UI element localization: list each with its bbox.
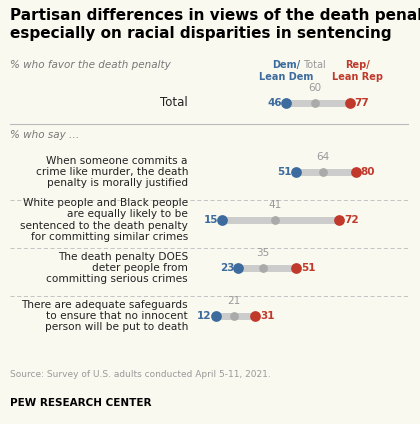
Text: PEW RESEARCH CENTER: PEW RESEARCH CENTER (10, 398, 152, 408)
Text: 15: 15 (203, 215, 218, 225)
Point (260, 265, 267, 271)
Text: especially on racial disparities in sentencing: especially on racial disparities in sent… (10, 26, 391, 41)
Text: Source: Survey of U.S. adults conducted April 5-11, 2021.: Source: Survey of U.S. adults conducted … (10, 370, 271, 379)
Point (272, 217, 279, 223)
Text: committing serious crimes: committing serious crimes (46, 274, 188, 285)
Text: Rep/
Lean Rep: Rep/ Lean Rep (332, 60, 383, 82)
Text: 41: 41 (269, 200, 282, 210)
Text: 23: 23 (220, 263, 234, 273)
Text: % who say …: % who say … (10, 130, 79, 140)
Point (320, 169, 326, 176)
Text: 31: 31 (260, 311, 274, 321)
Text: There are adequate safeguards: There are adequate safeguards (21, 299, 188, 310)
Text: 21: 21 (228, 296, 241, 306)
Text: 51: 51 (278, 167, 292, 177)
Text: 60: 60 (308, 83, 321, 93)
Text: sentenced to the death penalty: sentenced to the death penalty (20, 221, 188, 231)
Text: for committing similar crimes: for committing similar crimes (31, 232, 188, 242)
Point (235, 265, 242, 271)
Text: 46: 46 (267, 98, 282, 108)
Text: When someone commits a: When someone commits a (47, 156, 188, 165)
Text: White people and Black people: White people and Black people (23, 198, 188, 208)
Text: 72: 72 (344, 215, 359, 225)
Point (352, 169, 359, 176)
Text: 35: 35 (257, 248, 270, 258)
Text: 80: 80 (361, 167, 375, 177)
Point (346, 100, 353, 106)
Point (293, 265, 299, 271)
Text: crime like murder, the death: crime like murder, the death (36, 167, 188, 177)
Text: to ensure that no innocent: to ensure that no innocent (46, 311, 188, 321)
Text: Partisan differences in views of the death penalty –: Partisan differences in views of the dea… (10, 8, 420, 23)
Point (336, 217, 343, 223)
Point (213, 312, 219, 319)
Text: The death penalty DOES: The death penalty DOES (58, 251, 188, 262)
Text: 51: 51 (301, 263, 315, 273)
Text: % who favor the death penalty: % who favor the death penalty (10, 60, 171, 70)
Point (282, 100, 289, 106)
Point (219, 217, 226, 223)
Point (252, 312, 258, 319)
Text: are equally likely to be: are equally likely to be (67, 209, 188, 219)
Text: 64: 64 (316, 152, 329, 162)
Text: 12: 12 (197, 311, 212, 321)
Text: person will be put to death: person will be put to death (45, 323, 188, 332)
Text: Dem/
Lean Dem: Dem/ Lean Dem (259, 60, 313, 82)
Text: deter people from: deter people from (92, 263, 188, 273)
Point (231, 312, 238, 319)
Text: penalty is morally justified: penalty is morally justified (47, 179, 188, 189)
Text: Total: Total (160, 97, 188, 109)
Point (293, 169, 299, 176)
Point (311, 100, 318, 106)
Text: 77: 77 (354, 98, 369, 108)
Text: Total: Total (303, 60, 326, 70)
